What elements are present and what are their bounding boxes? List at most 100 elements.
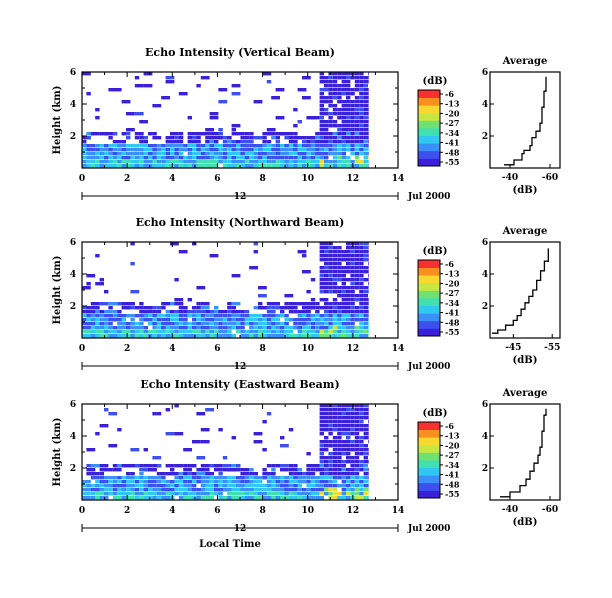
- heatmap-cell: [104, 496, 109, 500]
- heatmap-cell: [346, 128, 351, 132]
- heatmap-cell: [319, 334, 324, 338]
- heatmap-cell: [209, 334, 214, 338]
- heatmap-cell: [368, 290, 369, 294]
- heatmap-cell: [332, 120, 338, 124]
- heatmap-cell: [86, 488, 91, 492]
- heatmap-cell: [368, 152, 369, 156]
- heatmap-cell: [306, 480, 311, 484]
- heatmap-cell: [363, 404, 368, 408]
- heatmap-cell: [328, 290, 333, 294]
- heatmap-cell: [324, 262, 329, 266]
- heatmap-cell: [315, 140, 320, 144]
- heatmap-cell: [156, 492, 162, 496]
- x-tick-label: 2: [124, 344, 130, 354]
- heatmap-cell: [359, 278, 364, 282]
- heatmap-cell: [306, 496, 311, 500]
- heatmap-cell: [112, 468, 122, 472]
- heatmap-cell: [359, 104, 364, 108]
- heatmap-cell: [368, 480, 369, 484]
- heatmap-cell: [104, 152, 109, 156]
- heatmap-cell: [346, 160, 351, 164]
- heatmap-cell: [319, 258, 324, 262]
- heatmap-cell: [354, 96, 360, 100]
- heatmap-cell: [359, 92, 364, 96]
- heatmap-cell: [117, 464, 122, 468]
- heatmap-cell: [249, 318, 254, 322]
- heatmap-cell: [350, 116, 355, 120]
- heatmap-cell: [302, 160, 307, 164]
- heatmap-cell: [266, 472, 276, 476]
- heatmap-cell: [196, 136, 201, 140]
- heatmap-cell: [288, 480, 298, 484]
- heatmap-cell: [183, 472, 188, 476]
- heatmap-cell: [337, 246, 342, 250]
- heatmap-cell: [288, 492, 298, 496]
- heatmap-cell: [236, 488, 241, 492]
- heatmap-cell: [192, 306, 197, 310]
- heatmap-cell: [324, 282, 329, 286]
- heatmap-cell: [95, 156, 100, 160]
- heatmap-cell: [297, 160, 302, 164]
- heatmap-cell: [363, 416, 368, 420]
- heatmap-cell: [108, 156, 113, 160]
- heatmap-cell: [170, 302, 175, 306]
- heatmap-cell: [354, 440, 360, 444]
- heatmap-cell: [117, 160, 122, 164]
- heatmap-cell: [302, 270, 311, 274]
- heatmap-cell: [236, 132, 245, 136]
- heatmap-cell: [293, 318, 298, 322]
- heatmap-cell: [117, 326, 126, 330]
- heatmap-cell: [117, 148, 122, 152]
- heatmap-cell: [368, 488, 369, 492]
- heatmap-cell: [328, 326, 333, 330]
- heatmap-cell: [363, 456, 368, 460]
- heatmap-cell: [310, 302, 316, 306]
- average-profile-line: [504, 76, 547, 166]
- date-label: Jul 2000: [407, 362, 450, 372]
- heatmap-cell: [108, 468, 113, 472]
- colorbar-tick-label: -55: [445, 327, 459, 337]
- heatmap-cell: [170, 488, 175, 492]
- heatmap-cell: [328, 484, 333, 488]
- heatmap-cell: [346, 120, 351, 124]
- heatmap-cell: [341, 116, 346, 120]
- x-tick-label: 14: [392, 506, 405, 516]
- heatmap-cell: [363, 148, 368, 152]
- heatmap-cell: [266, 496, 276, 500]
- heatmap-cell: [297, 310, 302, 314]
- heatmap-cell: [306, 152, 311, 156]
- colorbar: (dB)-6-13-20-27-34-41-48-55: [417, 408, 460, 499]
- heatmap-cell: [363, 290, 368, 294]
- heatmap-cell: [174, 334, 184, 338]
- heatmap-cell: [240, 334, 250, 338]
- heatmap-cell: [187, 116, 192, 120]
- heatmap-cell: [222, 476, 228, 480]
- average-y-tick-label: 2: [482, 132, 488, 142]
- heatmap-cell: [341, 104, 346, 108]
- heatmap-cell: [354, 258, 360, 262]
- heatmap-cell: [253, 314, 258, 318]
- heatmap-cell: [341, 258, 346, 262]
- heatmap-cell: [328, 440, 333, 444]
- heatmap-cell: [324, 492, 329, 496]
- heatmap-cell: [266, 318, 272, 322]
- heatmap-cell: [218, 428, 223, 432]
- heatmap-cell: [293, 108, 298, 112]
- heatmap-cell: [165, 464, 175, 468]
- heatmap-cell: [310, 334, 320, 338]
- heatmap-cell: [82, 484, 87, 488]
- heatmap-cell: [368, 492, 369, 496]
- heatmap-cell: [262, 164, 267, 168]
- heatmap-cell: [302, 326, 307, 330]
- heatmap-cell: [86, 160, 91, 164]
- heatmap-cell: [363, 488, 368, 492]
- heatmap-cell: [112, 314, 118, 318]
- heatmap-cell: [99, 302, 109, 306]
- average-x-tick-label: -60: [542, 505, 558, 515]
- heatmap-cell: [346, 242, 351, 246]
- heatmap-cell: [152, 496, 157, 500]
- heatmap-cell: [112, 310, 118, 314]
- heatmap-cell: [319, 124, 324, 128]
- heatmap-cell: [337, 334, 342, 338]
